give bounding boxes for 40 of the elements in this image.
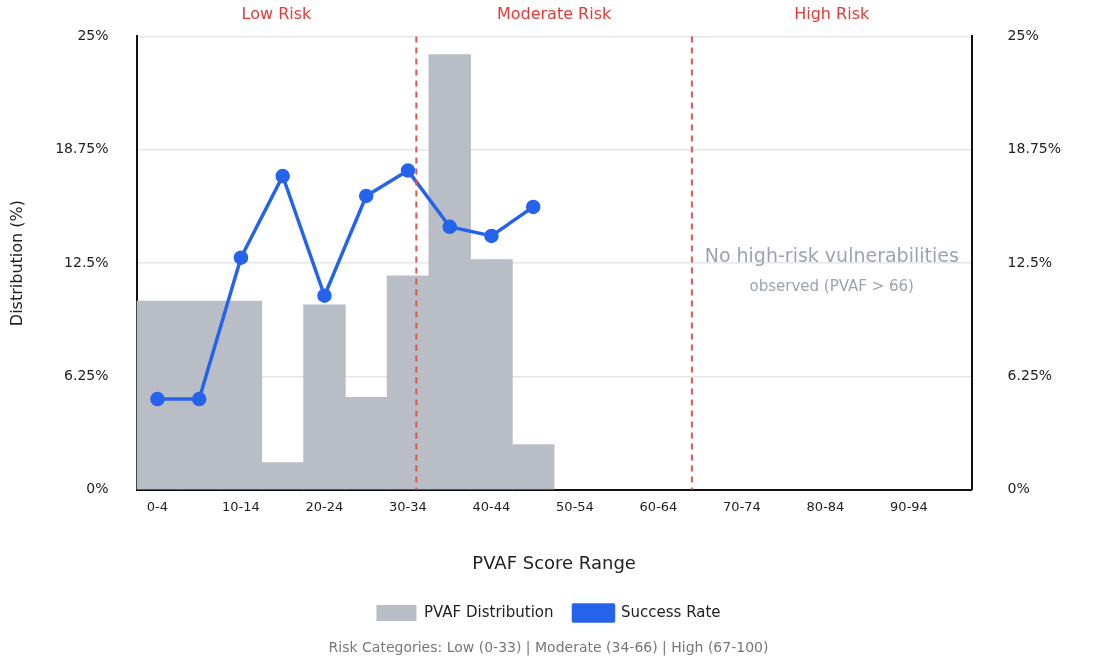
point — [484, 228, 499, 244]
y-tick-label: 18.75% — [55, 140, 109, 157]
y2-tick-label: 18.75% — [1007, 140, 1062, 157]
x-tick-label: 10-14 — [222, 498, 260, 514]
y-tick-label: 12.5% — [64, 253, 109, 270]
point — [358, 188, 374, 204]
y2-tick-label: 25% — [1007, 27, 1039, 44]
y-tick-label: 0% — [86, 480, 109, 497]
x-tick-label: 80-84 — [806, 498, 845, 514]
point — [400, 163, 416, 178]
y2-tick-label: 12.5% — [1007, 253, 1053, 270]
y2-tick-label: 6.25% — [1007, 367, 1053, 384]
text: Risk Categories: Low (0-33) | Moderate (34-66) | High (67-100) — [328, 638, 769, 656]
x-tick-label: 70-74 — [723, 498, 761, 514]
x-tick-label: 0-4 — [146, 498, 169, 514]
y-tick-label: 25% — [77, 27, 109, 44]
legend-label: PVAF Distribution — [423, 602, 554, 621]
x-tick-label: 60-64 — [639, 498, 678, 514]
annotation: observed (PVAF > 66) — [749, 276, 914, 295]
legend-label: Success Rate — [620, 602, 721, 621]
x-tick-label: 50-54 — [556, 498, 594, 514]
point — [275, 168, 290, 184]
annotation: No high-risk vulnerabilities — [704, 244, 959, 267]
x-tick-label: 20-24 — [305, 498, 344, 514]
point — [442, 219, 457, 235]
point — [233, 250, 249, 265]
point — [317, 288, 332, 303]
x-tick-label: 40-44 — [472, 498, 511, 514]
point — [191, 391, 207, 407]
point — [150, 391, 165, 407]
x-axis-title: PVAF Score Range — [472, 551, 636, 573]
text: Moderate Risk — [496, 4, 613, 24]
y-tick-label: 6.25% — [64, 367, 109, 384]
text: Low Risk — [241, 4, 313, 24]
x-tick-label: 30-34 — [389, 498, 427, 514]
x-tick-label: 90-94 — [890, 498, 928, 514]
point — [525, 199, 541, 215]
y-axis-title: Distribution (%) — [6, 200, 26, 327]
text: High Risk — [794, 4, 870, 24]
y2-tick-label: 0% — [1007, 480, 1030, 497]
